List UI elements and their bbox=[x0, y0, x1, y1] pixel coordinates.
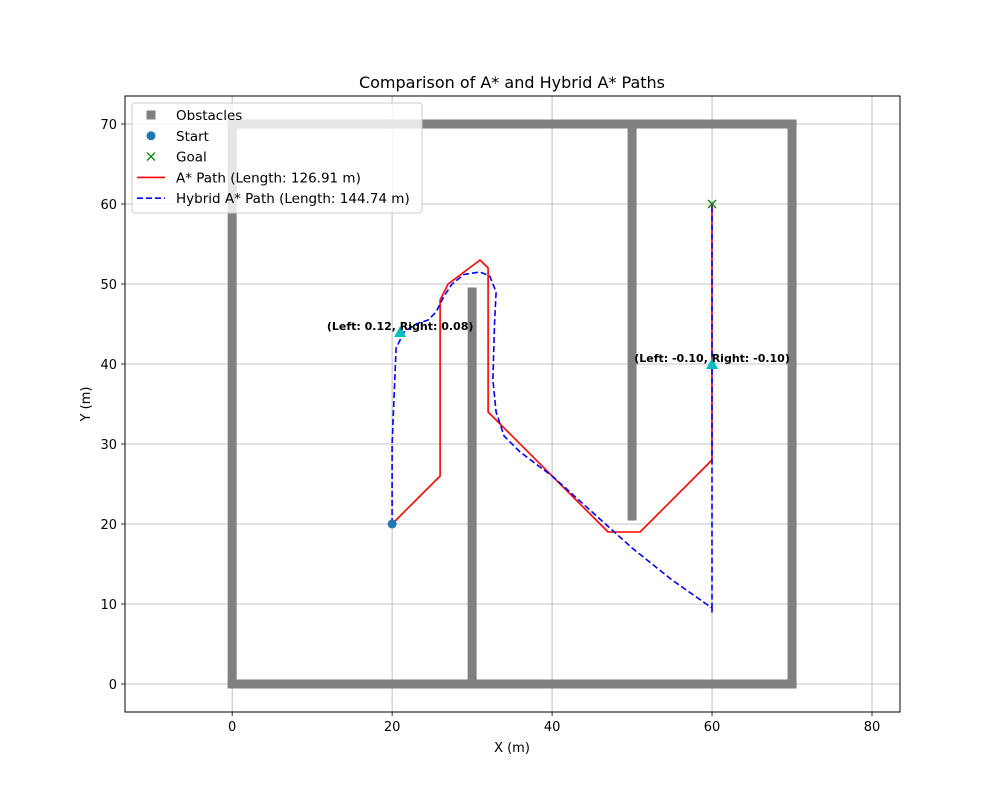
hybrid-astar-path-line bbox=[391, 204, 713, 613]
x-axis-label: X (m) bbox=[494, 741, 530, 756]
x-tick-label: 60 bbox=[704, 720, 721, 735]
y-tick-label: 20 bbox=[100, 518, 117, 533]
y-tick-label: 30 bbox=[100, 438, 117, 453]
legend-goal-symbol bbox=[146, 152, 156, 162]
goal-point bbox=[707, 199, 717, 209]
marker-annotation: (Left: 0.12, Right: 0.08) bbox=[327, 320, 474, 333]
points: (Left: 0.12, Right: 0.08) (Left: -0.10, R… bbox=[327, 199, 790, 529]
y-tick-label: 50 bbox=[100, 278, 117, 293]
legend-obstacles-symbol bbox=[146, 110, 156, 120]
x-tick-label: 80 bbox=[864, 720, 881, 735]
chart-title: Comparison of A* and Hybrid A* Paths bbox=[359, 73, 665, 92]
x-tick-label: 40 bbox=[544, 720, 561, 735]
obstacles bbox=[227, 119, 797, 689]
marker-annotation: (Left: -0.10, Right: -0.10) bbox=[634, 352, 790, 365]
legend-start-symbol bbox=[146, 131, 156, 141]
legend-goal-label: Goal bbox=[176, 150, 207, 166]
legend-astar-label: A* Path (Length: 126.91 m) bbox=[176, 170, 361, 186]
y-tick-label: 40 bbox=[100, 358, 117, 373]
series bbox=[391, 204, 713, 613]
grid bbox=[125, 96, 900, 712]
legend: Obstacles Start Goal A* Path (Length: 126.9… bbox=[131, 102, 423, 214]
y-tick-label: 10 bbox=[100, 598, 117, 613]
heading-marker bbox=[706, 358, 719, 369]
legend-start-label: Start bbox=[176, 129, 209, 145]
legend-obstacles-label: Obstacles bbox=[176, 108, 242, 124]
start-point bbox=[387, 519, 397, 529]
x-tick-label: 20 bbox=[384, 720, 401, 735]
ticks: 0 20 40 60 80 0 10 20 30 40 50 60 70 bbox=[100, 118, 880, 735]
astar-path-line bbox=[391, 204, 713, 533]
plot-frame bbox=[124, 95, 901, 713]
y-tick-label: 60 bbox=[100, 198, 117, 213]
x-tick-label: 0 bbox=[228, 720, 236, 735]
legend-box bbox=[131, 102, 423, 214]
y-tick-label: 0 bbox=[109, 678, 117, 693]
legend-hybrid-label: Hybrid A* Path (Length: 144.74 m) bbox=[176, 191, 410, 207]
y-axis-label: Y (m) bbox=[79, 387, 94, 423]
y-tick-label: 70 bbox=[100, 118, 117, 133]
heading-marker bbox=[394, 326, 407, 337]
